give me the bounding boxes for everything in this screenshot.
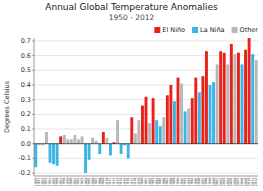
bar [66,139,69,143]
bar [84,144,87,173]
bar [209,85,212,144]
bar [56,144,59,166]
bar [230,44,233,144]
y-tick-label: 0.4 [21,81,31,89]
bar [130,117,133,143]
bar [237,53,240,144]
bar [145,97,148,144]
bar [191,98,194,144]
bar [34,144,37,167]
bar [255,60,258,144]
bar [91,138,94,144]
y-tick-label: 0.6 [21,52,31,60]
bar [248,38,251,144]
grid [34,41,258,173]
bar [194,78,197,144]
y-tick-label: 0.5 [21,66,31,74]
zero-line [34,143,258,144]
y-tick-label: -0.2 [18,169,31,177]
y-tick-label: 0.2 [21,110,31,118]
bar [177,78,180,144]
bar [70,139,73,143]
bar [95,141,98,144]
legend-swatch [192,27,198,33]
bar [155,120,158,143]
bar [226,64,229,143]
legend: El Niño La Niña Other [154,26,258,34]
bar [120,144,123,154]
y-tick-label: 0.7 [21,37,31,45]
bar [98,144,101,154]
legend-label: El Niño [162,26,185,34]
bar [173,101,176,144]
bar [105,138,108,144]
title: Annual Global Temperature Anomalies [45,2,218,12]
bar [223,53,226,144]
bar [233,54,236,144]
bar [116,120,119,143]
bar [212,82,215,144]
grid-line [34,40,258,41]
bar [127,144,130,159]
bar [184,111,187,143]
bar [169,85,172,144]
y-tick-label: 0.3 [21,96,31,104]
bar [152,98,155,144]
y-tick-label: 0.1 [21,125,31,133]
x-tick-label: 2012 [254,178,258,187]
bar [162,117,165,143]
y-tick-label: 0.0 [21,140,31,148]
bar [241,64,244,143]
bar [141,106,144,144]
subtitle: 1950 - 2012 [109,13,155,22]
bar [88,144,91,160]
bar [219,51,222,143]
bar [244,50,247,144]
bar [205,51,208,143]
bar [81,136,84,143]
bar [52,144,55,165]
bar [73,135,76,144]
bar [198,92,201,143]
bar [102,132,105,144]
bar [134,133,137,143]
legend-label: Other [240,26,259,34]
bar [137,120,140,143]
y-axis [34,38,35,176]
bar [63,135,66,144]
legend-swatch [154,27,160,33]
x-axis [34,176,258,177]
bar [216,64,219,143]
bar [180,84,183,144]
bar [45,132,48,144]
bar [159,126,162,144]
chart: Annual Global Temperature Anomalies1950 … [0,0,263,191]
legend-label: La Niña [200,26,224,34]
grid-line [34,173,258,174]
bar [187,108,190,143]
legend-swatch [232,27,238,33]
bar [148,123,151,144]
bar [166,95,169,143]
y-tick-label: -0.1 [18,154,31,162]
bar [49,144,52,163]
y-label: Degrees Celsius [3,80,11,133]
bar [201,76,204,144]
bar [59,136,62,143]
grid-line [34,158,258,159]
bar [251,54,254,144]
bar [109,144,112,156]
bars [34,38,257,173]
bar [77,139,80,143]
